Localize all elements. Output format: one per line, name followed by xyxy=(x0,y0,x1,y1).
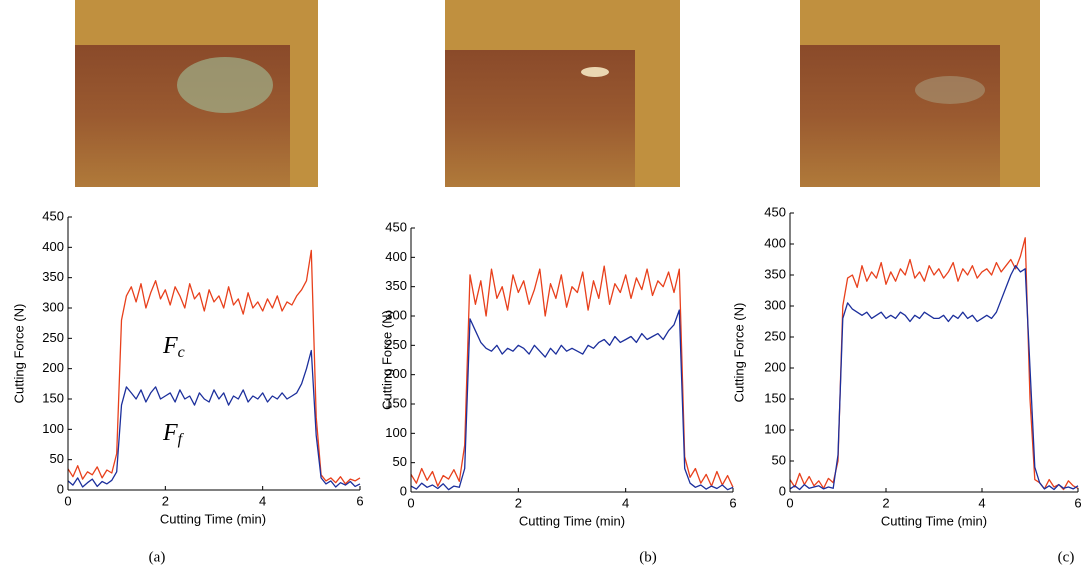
x-tick-label: 0 xyxy=(407,495,414,510)
y-tick-label: 450 xyxy=(42,208,64,223)
x-tick-label: 2 xyxy=(162,493,169,508)
y-tick-label: 300 xyxy=(42,299,64,314)
y-axis-label: Cutting Force (N) xyxy=(379,310,394,410)
y-tick-label: 100 xyxy=(764,421,786,436)
y-tick-label: 350 xyxy=(764,266,786,281)
y-tick-label: 400 xyxy=(385,249,407,264)
force-line xyxy=(67,349,361,488)
y-tick-label: 150 xyxy=(42,390,64,405)
x-tick-label: 4 xyxy=(978,495,985,510)
photo-b xyxy=(445,0,680,187)
x-tick-label: 4 xyxy=(622,495,629,510)
x-axis-label: Cutting Time (min) xyxy=(160,511,266,526)
y-tick-label: 400 xyxy=(764,235,786,250)
y-tick-label: 200 xyxy=(385,366,407,381)
force-line xyxy=(67,249,361,485)
annotation-symbol: F xyxy=(162,333,178,359)
force-line xyxy=(789,237,1079,491)
y-tick-label: 450 xyxy=(764,204,786,219)
caption: (a) xyxy=(149,549,166,565)
y-tick-label: 400 xyxy=(42,239,64,254)
x-tick-label: 6 xyxy=(356,493,363,508)
force-line xyxy=(789,265,1079,491)
photo-a xyxy=(75,0,318,187)
y-tick-label: 50 xyxy=(393,454,407,469)
y-tick-label: 350 xyxy=(42,269,64,284)
y-tick-label: 0 xyxy=(779,483,786,498)
photo-c xyxy=(800,0,1040,187)
y-tick-label: 50 xyxy=(50,451,64,466)
y-axis-label: Cutting Force (N) xyxy=(11,304,26,404)
y-tick-label: 100 xyxy=(385,425,407,440)
y-tick-label: 0 xyxy=(400,483,407,498)
annotation-subscript: f xyxy=(178,431,185,448)
x-tick-label: 6 xyxy=(729,495,736,510)
caption: (b) xyxy=(639,549,657,565)
force-line xyxy=(410,309,734,491)
caption: (c) xyxy=(1058,549,1075,565)
y-tick-label: 350 xyxy=(385,278,407,293)
y-tick-label: 300 xyxy=(385,307,407,322)
x-tick-label: 2 xyxy=(515,495,522,510)
x-tick-label: 0 xyxy=(64,493,71,508)
y-tick-label: 200 xyxy=(42,360,64,375)
y-tick-label: 150 xyxy=(385,395,407,410)
x-tick-label: 2 xyxy=(882,495,889,510)
annotation: Ff xyxy=(162,420,185,448)
y-tick-label: 0 xyxy=(57,481,64,496)
y-tick-label: 250 xyxy=(385,337,407,352)
x-axis-label: Cutting Time (min) xyxy=(519,513,625,528)
y-tick-label: 100 xyxy=(42,421,64,436)
y-tick-label: 250 xyxy=(42,330,64,345)
x-tick-label: 6 xyxy=(1074,495,1081,510)
y-tick-label: 200 xyxy=(764,359,786,374)
x-tick-label: 4 xyxy=(259,493,266,508)
y-tick-label: 250 xyxy=(764,328,786,343)
annotation-symbol: F xyxy=(162,420,178,446)
annotation: Fc xyxy=(162,333,185,361)
x-tick-label: 0 xyxy=(786,495,793,510)
y-tick-label: 300 xyxy=(764,297,786,312)
annotation-subscript: c xyxy=(178,344,185,361)
y-tick-label: 450 xyxy=(385,219,407,234)
y-tick-label: 50 xyxy=(772,452,786,467)
force-line xyxy=(410,265,734,488)
y-tick-label: 150 xyxy=(764,390,786,405)
x-axis-label: Cutting Time (min) xyxy=(881,513,987,528)
y-axis-label: Cutting Force (N) xyxy=(731,303,746,403)
